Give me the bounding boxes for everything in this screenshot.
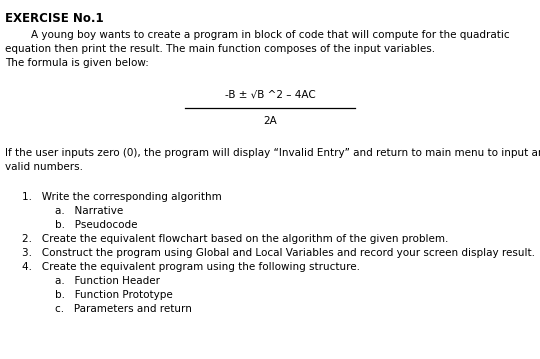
Text: 3.   Construct the program using Global and Local Variables and record your scre: 3. Construct the program using Global an… — [22, 248, 535, 258]
Text: -B ± √B ^2 – 4AC: -B ± √B ^2 – 4AC — [225, 90, 315, 100]
Text: b.   Pseudocode: b. Pseudocode — [55, 220, 138, 230]
Text: If the user inputs zero (0), the program will display “Invalid Entry” and return: If the user inputs zero (0), the program… — [5, 148, 540, 158]
Text: a.   Function Header: a. Function Header — [55, 276, 160, 286]
Text: EXERCISE No.1: EXERCISE No.1 — [5, 12, 104, 25]
Text: A young boy wants to create a program in block of code that will compute for the: A young boy wants to create a program in… — [5, 30, 510, 40]
Text: equation then print the result. The main function composes of the input variable: equation then print the result. The main… — [5, 44, 435, 54]
Text: c.   Parameters and return: c. Parameters and return — [55, 304, 192, 314]
Text: The formula is given below:: The formula is given below: — [5, 58, 149, 68]
Text: 2.   Create the equivalent flowchart based on the algorithm of the given problem: 2. Create the equivalent flowchart based… — [22, 234, 448, 244]
Text: b.   Function Prototype: b. Function Prototype — [55, 290, 173, 300]
Text: a.   Narrative: a. Narrative — [55, 206, 123, 216]
Text: 1.   Write the corresponding algorithm: 1. Write the corresponding algorithm — [22, 192, 222, 202]
Text: valid numbers.: valid numbers. — [5, 162, 83, 172]
Text: 2A: 2A — [263, 116, 277, 126]
Text: 4.   Create the equivalent program using the following structure.: 4. Create the equivalent program using t… — [22, 262, 360, 272]
